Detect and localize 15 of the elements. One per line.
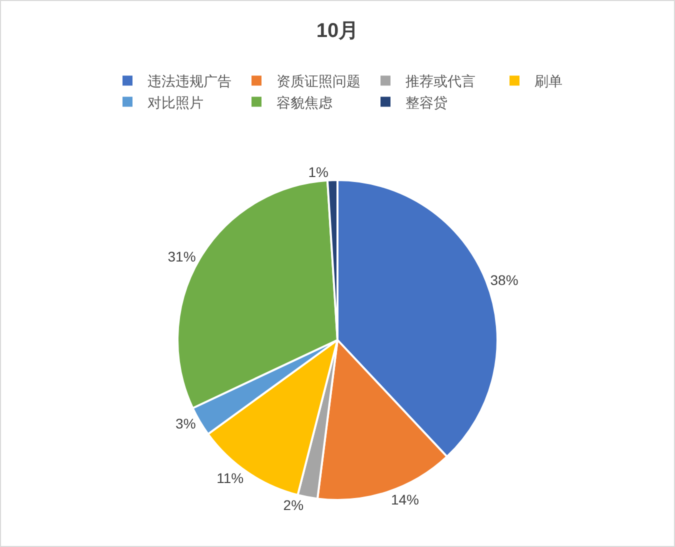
legend-label: 资质证照问题	[276, 73, 360, 90]
legend-label: 整容贷	[406, 94, 448, 110]
data-label: 14%	[390, 491, 419, 508]
legend-label: 对比照片	[148, 94, 204, 110]
data-label: 31%	[168, 248, 196, 264]
data-label: 1%	[308, 164, 328, 180]
legend-label: 违法违规广告	[148, 73, 232, 90]
legend-label: 刷单	[534, 73, 562, 90]
data-label: 11%	[216, 470, 244, 486]
data-label: 3%	[176, 416, 196, 432]
legend-label: 容貌焦虑	[276, 94, 332, 110]
legend-label: 推荐或代言	[406, 73, 476, 90]
chart-title: 10月	[316, 20, 359, 42]
data-label: 2%	[283, 496, 304, 513]
data-label: 38%	[490, 272, 518, 288]
